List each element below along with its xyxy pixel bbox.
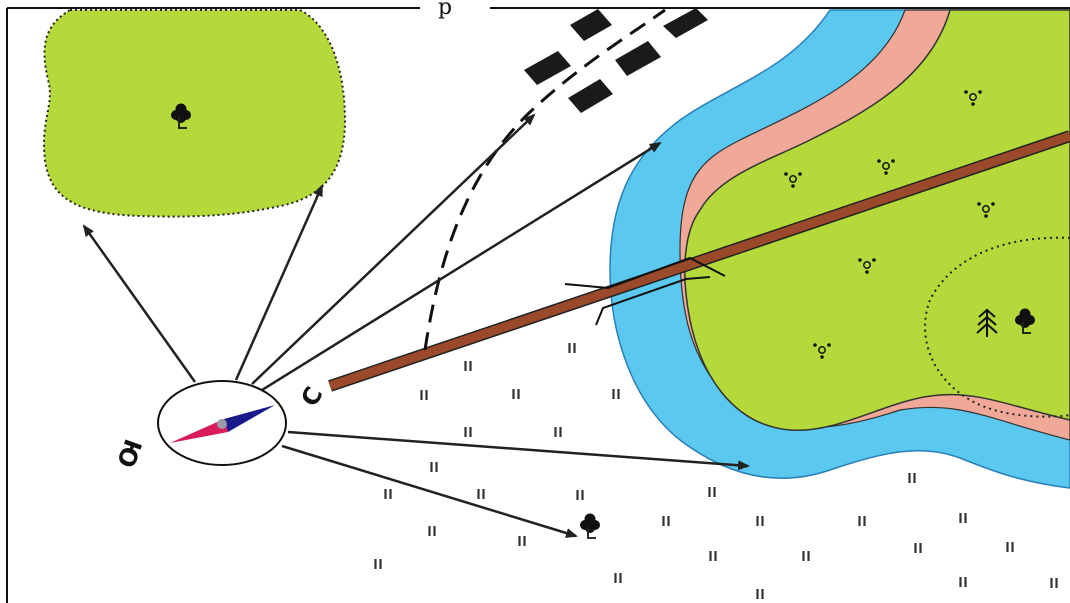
building-icon (524, 8, 708, 113)
forest-east (684, 9, 1070, 431)
top-fragment-label: р (438, 0, 452, 20)
compass-needle-north (224, 405, 275, 432)
mixed-forest-boundary (924, 236, 1070, 418)
compass (157, 380, 287, 466)
compass-pivot (217, 419, 227, 429)
bridge-icon (564, 256, 726, 326)
forest-patch-top-left (43, 9, 347, 218)
direction-arrows (82, 113, 750, 538)
compass-needle-south (170, 419, 228, 443)
